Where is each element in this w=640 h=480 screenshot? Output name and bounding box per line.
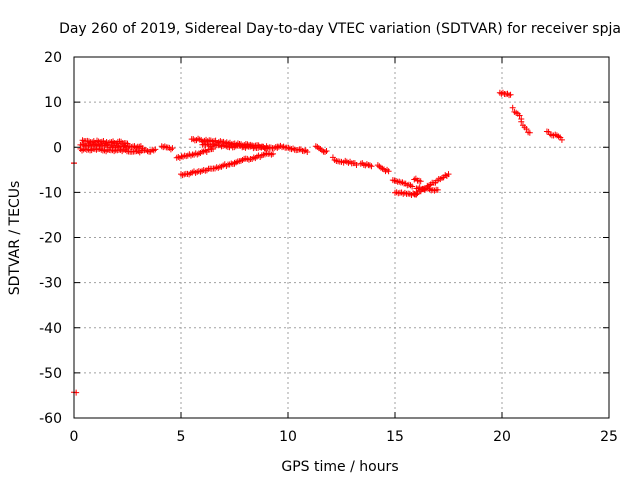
data-point: [409, 183, 416, 190]
data-point: [368, 163, 375, 170]
y-tick-label: 10: [44, 95, 62, 111]
y-tick-label: 0: [53, 140, 62, 156]
data-point: [507, 91, 514, 98]
data-point: [384, 166, 391, 173]
data-point: [353, 162, 360, 169]
x-tick-label: 5: [177, 429, 186, 445]
data-point: [526, 129, 533, 136]
data-point: [194, 151, 201, 158]
y-tick-label: 20: [44, 50, 62, 66]
data-series: [71, 89, 565, 396]
grid-lines: [74, 57, 609, 418]
data-point: [323, 147, 330, 154]
x-tick-label: 10: [279, 429, 297, 445]
y-axis-label: SDTVAR / TECUs: [7, 181, 23, 296]
data-point: [516, 112, 523, 119]
x-tick-label: 0: [70, 429, 79, 445]
data-point: [434, 186, 441, 193]
x-axis-label: GPS time / hours: [281, 459, 398, 475]
data-point: [504, 90, 511, 97]
data-point: [169, 145, 176, 152]
y-tick-label: -10: [39, 185, 62, 201]
data-point: [445, 171, 452, 178]
x-tick-label: 15: [386, 429, 404, 445]
y-tick-label: -20: [39, 231, 62, 247]
x-tick-label: 25: [600, 429, 618, 445]
data-point: [374, 162, 381, 169]
data-point: [385, 168, 392, 175]
data-point: [509, 104, 516, 111]
data-point: [280, 143, 287, 150]
y-tick-label: -60: [39, 411, 62, 427]
data-point: [558, 136, 565, 143]
y-tick-label: -40: [39, 321, 62, 337]
data-point: [285, 144, 292, 151]
data-point: [499, 89, 506, 96]
data-point: [161, 143, 168, 150]
chart-title: Day 260 of 2019, Sidereal Day-to-day VTE…: [59, 21, 621, 37]
data-point: [304, 149, 311, 156]
y-tick-label: -30: [39, 276, 62, 292]
axes: 0 5 10 15 20 25 20 10 0 -10 -20 -30 -40 -50 -60: [39, 50, 618, 445]
data-point: [294, 147, 301, 154]
x-tick-label: 20: [493, 429, 511, 445]
data-point: [417, 178, 424, 185]
data-point: [366, 162, 373, 169]
data-point: [124, 140, 131, 147]
y-tick-label: -50: [39, 366, 62, 382]
data-point: [518, 118, 525, 125]
data-point: [523, 125, 530, 132]
data-point: [152, 146, 159, 153]
data-point: [270, 150, 277, 157]
data-point: [150, 147, 157, 154]
